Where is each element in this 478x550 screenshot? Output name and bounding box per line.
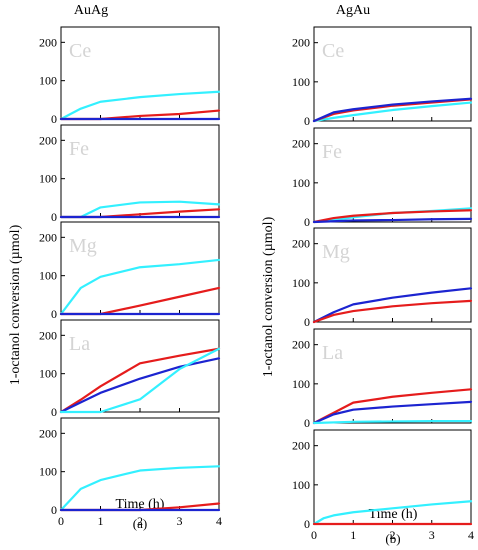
chart-a-panel-4-ytick-label-2: 200 [39,328,57,342]
chart-a-xtick-label-0: 0 [58,514,64,528]
chart-b-panel-5-ytick-label-0: 0 [304,517,310,531]
chart-a-panel-3-label: Mg [69,235,97,257]
chart-b-panel-4: 0 100 200 La [292,328,473,430]
chart-a-panel-4: 0 100 200 La [39,319,221,419]
chart-a-panel-2-ytick-label-0: 0 [51,210,57,224]
chart-b-panel-2-ytick-label-2: 200 [292,137,310,151]
chart-b-title: AgAu [336,3,370,18]
chart-b-panel-3-ytick-label-2: 200 [292,237,310,251]
chart-b-panel-2-ytick-label-0: 0 [304,215,310,229]
chart-a-panel-2-ytick-label-1: 100 [39,172,57,186]
chart-b-panel-1-series-red [312,98,473,123]
chart-b-panel-5-ytick-label-1: 100 [292,478,310,492]
chart-a-xtick-label-1: 1 [98,514,104,528]
chart-b-panel-2: 0 100 200 Fe [292,127,473,229]
chart-a-panel-3-ytick-label-0: 0 [51,307,57,321]
chart-a-panel-5-ytick-label-0: 0 [51,503,57,517]
chart-b-panel-4-series-red [312,388,473,425]
chart-a-panel-1-label: Ce [69,40,91,62]
chart-b-panel-4-series-cyan [312,419,473,425]
chart-b-panel-4-ytick-label-2: 200 [292,338,310,352]
chart-b-panel-1-label: Ce [322,40,344,62]
chart-a-panel-3-series-cyan [59,258,221,316]
chart-b-panel-1: 0 100 200 Ce [292,26,473,128]
chart-a-panel-4-series-cyan [59,347,221,414]
chart-a-xtick-label-2: 2 [137,514,143,528]
chart-b-panel-4-ytick-label-1: 100 [292,377,310,391]
chart-a-panel-3-ytick-label-1: 100 [39,269,57,283]
chart-b-panel-3-series-red [312,299,473,324]
chart-a-xtick-label-3: 3 [177,514,183,528]
chart-b-panel-1-series-cyan [312,101,473,123]
chart-b-panel-1-ytick-label-2: 200 [292,36,310,50]
chart-b-panel-2-series-red [312,209,473,224]
chart-b-subplot-label: (b) [385,531,400,546]
chart-b-panel-5-ytick-label-2: 200 [292,439,310,453]
chart-b-panel-3-series-blue [312,287,473,324]
chart-a-panel-4-ytick-label-0: 0 [51,405,57,419]
chart-a-title: AuAg [74,3,108,18]
chart-a-panel-4-label: La [69,333,90,355]
chart-a-panel-5-series-cyan [59,465,221,512]
chart-a-xtick-label-4: 4 [216,514,222,528]
chart-b-panel-3: 0 100 200 Mg [292,227,473,329]
chart-a-panel-1-ytick-label-1: 100 [39,74,57,88]
chart-a-ylabel: 1-octanol conversion (µmol) [8,224,23,385]
chart-a-panel-2: 0 100 200 Fe [39,124,221,224]
chart-b-panel-2-label: Fe [322,141,342,163]
chart-a-panel-4-series-red [59,347,221,414]
chart-a-subplot-label: (a) [133,516,147,531]
chart-a-panel-1: 0 100 200 Ce [39,26,221,126]
chart-b-xtick-label-3: 3 [429,528,435,542]
chart-b-xtick-label-1: 1 [350,528,356,542]
chart-b-panel-3-ytick-label-1: 100 [292,276,310,290]
chart-b-panel-4-ytick-label-0: 0 [304,416,310,430]
chart-a-panel-1-ytick-label-2: 200 [39,35,57,49]
chart-b-panel-2-ytick-label-1: 100 [292,176,310,190]
chart-b-panel-2-series-blue [312,217,473,224]
chart-b-panel-4-label: La [322,342,343,364]
chart-a-panel-2-label: Fe [69,138,89,160]
chart-b-xtick-label-4: 4 [468,528,474,542]
chart-a-panel-3: 0 100 200 Mg [39,221,221,321]
chart-b-panel-5: 0 100 200 0 1 2 3 4 [292,429,474,542]
chart-a-panel-5-ytick-label-1: 100 [39,465,57,479]
chart-b-panel-5-series-cyan [312,500,473,526]
chart-b-xtick-label-2: 2 [390,528,396,542]
chart-b-panel-1-ytick-label-0: 0 [304,114,310,128]
chart-a-panel-3-ytick-label-2: 200 [39,230,57,244]
chart-b-panel-4-series-blue [312,400,473,425]
chart-a-panel-4-series-blue [59,357,221,414]
chart-a-panel-1-series-cyan [59,90,221,121]
chart-b-xtick-label-0: 0 [311,528,317,542]
chart-b-panel-1-ytick-label-1: 100 [292,75,310,89]
chart-a-panel-1-ytick-label-0: 0 [51,112,57,126]
chart-b-panel-3-label: Mg [322,241,350,263]
chart-b-panel-1-series-blue [312,97,473,123]
chart-a-panel-5-ytick-label-2: 200 [39,426,57,440]
chart-b-xlabel: Time (h) [369,507,418,522]
chart-b-ylabel: 1-octanol conversion (µmol) [261,216,276,377]
chart-b-panel-3-ytick-label-0: 0 [304,315,310,329]
chart-a-panel-5: 0 100 200 0 1 2 3 4 [39,417,222,528]
chart-a-panel-4-ytick-label-1: 100 [39,367,57,381]
chart-a-panel-2-ytick-label-2: 200 [39,133,57,147]
